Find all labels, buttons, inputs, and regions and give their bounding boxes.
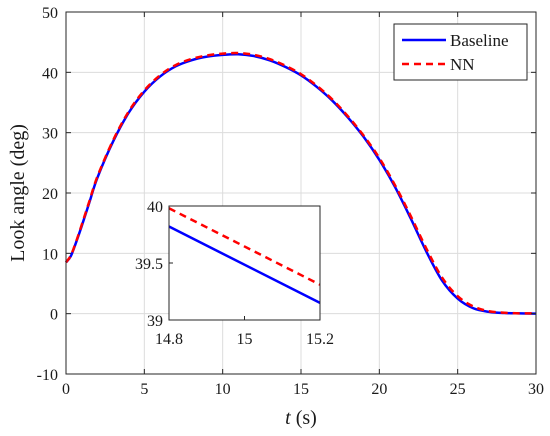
x-tick-label-15: 15: [293, 381, 309, 398]
inset-y-tick-label-39-5: 39.5: [135, 256, 163, 273]
x-tick-label-20: 20: [371, 381, 387, 398]
x-axis-label-symbol: t: [285, 407, 291, 429]
x-tick-label-30: 30: [528, 381, 544, 398]
x-axis-label-unit: (s): [291, 407, 317, 429]
inset-x-tick-label-15-2: 15.2: [306, 331, 334, 348]
inset-series-layer: [168, 207, 321, 305]
y-tick-label-0: 0: [50, 307, 58, 324]
legend-box: [393, 23, 528, 81]
x-tick-label-0: 0: [62, 381, 70, 398]
y-axis-label: Look angle (deg): [7, 124, 29, 262]
legend-label-nn: NN: [450, 55, 475, 74]
x-tick-label-25: 25: [450, 381, 466, 398]
series-layer: [64, 51, 537, 315]
inset-x-tick-label-15: 15: [237, 331, 253, 348]
y-tick-label-40: 40: [42, 65, 58, 82]
y-tick-label-20: 20: [42, 186, 58, 203]
inset-axis-ticks: 14.8 15 15.2 39 39.5 40: [135, 199, 334, 348]
x-tick-label-10: 10: [215, 381, 231, 398]
inset-zoom-plot: 14.8 15 15.2 39 39.5 40: [135, 199, 334, 348]
y-tick-label-10: 10: [42, 246, 58, 263]
legend: Baseline NN: [393, 23, 528, 81]
x-tick-label-5: 5: [140, 381, 148, 398]
series-line-nn: [64, 51, 537, 315]
inset-series-line-nn: [168, 207, 321, 286]
inset-y-tick-label-40: 40: [147, 199, 163, 216]
y-tick-label-30: 30: [42, 126, 58, 143]
y-tick-label-50: 50: [42, 5, 58, 22]
inset-series-line-baseline: [168, 225, 321, 305]
y-tick-label-10: -10: [37, 367, 58, 384]
x-axis-label: t (s): [285, 407, 317, 429]
inset-y-tick-label-39: 39: [147, 313, 163, 330]
legend-label-baseline: Baseline: [450, 31, 509, 50]
inset-x-tick-label-14-8: 14.8: [155, 331, 183, 348]
inset-background: [169, 206, 320, 320]
